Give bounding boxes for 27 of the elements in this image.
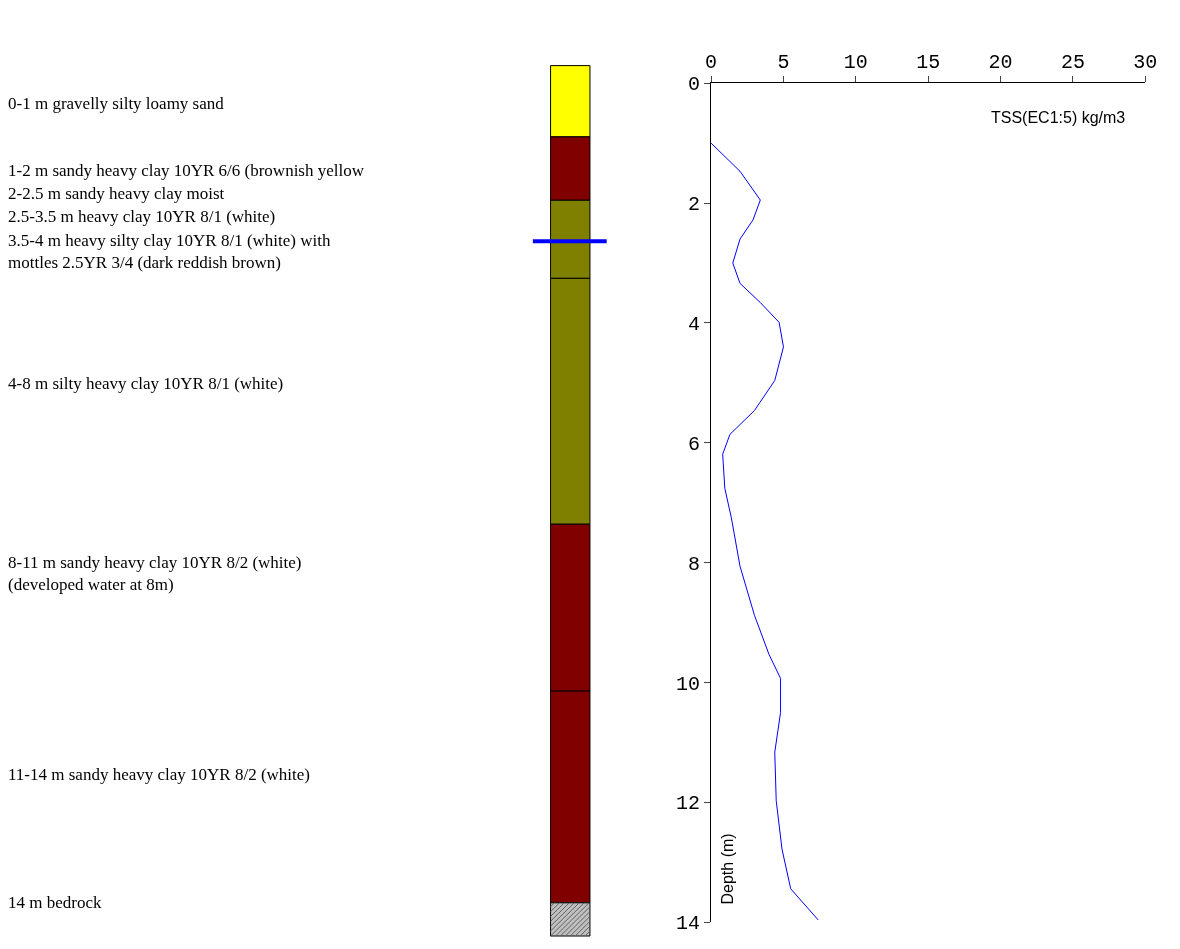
text: 4-8 m silty heavy clay 10YR 8/1 (white)	[8, 374, 284, 393]
text: 11-14 m sandy heavy clay 10YR 8/2 (white)	[8, 765, 310, 784]
x-tick-label: 15	[916, 51, 941, 75]
text: 8-11 m sandy heavy clay 10YR 8/2 (white) (developed water at 8m)	[8, 553, 302, 595]
x-tick-label: 20	[988, 51, 1013, 75]
y-tick-label: 4	[688, 312, 701, 336]
y-tick-label: 14	[676, 912, 701, 936]
y-tick-label: 10	[676, 672, 701, 696]
x-tick-label: 30	[1133, 51, 1158, 75]
y-tick-label: 2	[688, 193, 701, 217]
x-axis-title: TSS(EC1:5) kg/m3	[991, 109, 1126, 126]
text: 2.5-3.5 m heavy clay 10YR 8/1 (white)	[8, 207, 276, 226]
x-tick-label: 10	[843, 51, 868, 75]
y-tick-label: 12	[676, 792, 701, 816]
text: 3.5-4 m heavy silty clay 10YR 8/1 (white) with mottles 2.5YR 3/4 (dark reddish brown)	[8, 231, 331, 273]
y-tick-label: 8	[688, 552, 701, 576]
x-tick-label: 5	[777, 51, 790, 75]
text: 14 m bedrock	[8, 893, 102, 912]
text: 1-2 m sandy heavy clay 10YR 6/6 (brownish yellow	[8, 161, 365, 180]
y-axis-title: Depth (m)	[719, 833, 737, 905]
text: 0-1 m gravelly silty loamy sand	[8, 94, 225, 113]
text: 2-2.5 m sandy heavy clay moist	[8, 184, 225, 203]
x-tick-label: 25	[1060, 51, 1085, 75]
y-tick-label: 0	[688, 73, 701, 97]
line-series	[711, 142, 819, 921]
x-tick-label: 0	[705, 51, 718, 75]
y-tick-label: 6	[688, 432, 701, 456]
